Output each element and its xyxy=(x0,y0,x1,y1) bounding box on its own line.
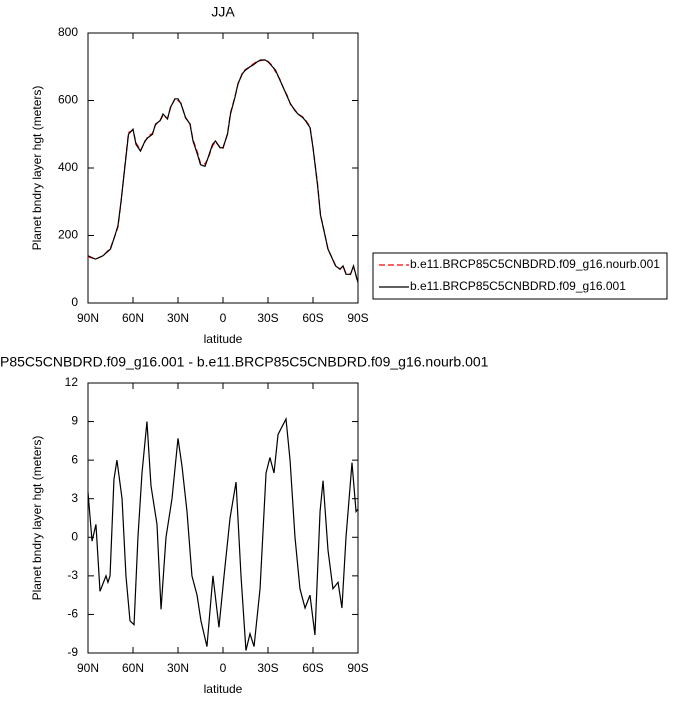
x-tick-label: 60N xyxy=(122,311,144,325)
data-line xyxy=(87,59,359,283)
y-tick-label: 600 xyxy=(58,93,78,107)
x-tick-label: 60S xyxy=(302,311,323,325)
x-tick-label: 30S xyxy=(257,311,278,325)
y-tick-label: 200 xyxy=(58,228,78,242)
chart-title: P85C5CNBDRD.f09_g16.001 - b.e11.BRCP85C5… xyxy=(0,354,489,370)
x-tick-label: 90S xyxy=(347,661,368,675)
data-line xyxy=(87,59,359,284)
plot-frame xyxy=(87,32,359,304)
x-tick-label: 90N xyxy=(77,661,99,675)
legend-label: b.e11.BRCP85C5CNBDRD.f09_g16.001 xyxy=(410,279,626,293)
x-axis-label: latitude xyxy=(204,682,243,696)
y-tick-label: -9 xyxy=(67,645,78,659)
x-tick-label: 90N xyxy=(77,311,99,325)
y-tick-label: 3 xyxy=(71,491,78,505)
legend-label: b.e11.BRCP85C5CNBDRD.f09_g16.nourb.001 xyxy=(410,257,660,271)
y-tick-label: 0 xyxy=(71,295,78,309)
y-tick-label: -6 xyxy=(67,607,78,621)
y-tick-label: 400 xyxy=(58,160,78,174)
y-tick-label: 800 xyxy=(58,25,78,39)
x-tick-label: 30S xyxy=(257,661,278,675)
x-tick-label: 60N xyxy=(122,661,144,675)
y-axis-label: Planet bndry layer hgt (meters) xyxy=(30,436,44,601)
y-tick-label: 6 xyxy=(71,452,78,466)
y-tick-label: 9 xyxy=(71,414,78,428)
x-tick-label: 30N xyxy=(167,661,189,675)
x-tick-label: 30N xyxy=(167,311,189,325)
y-tick-label: 0 xyxy=(71,529,78,543)
y-tick-label: 12 xyxy=(65,375,79,389)
x-tick-label: 60S xyxy=(302,661,323,675)
x-axis-label: latitude xyxy=(204,332,243,346)
y-tick-label: -3 xyxy=(67,568,78,582)
chart-title: JJA xyxy=(211,4,235,20)
plot-frame xyxy=(87,382,359,654)
y-axis-label: Planet bndry layer hgt (meters) xyxy=(30,86,44,251)
x-tick-label: 90S xyxy=(347,311,368,325)
data-line xyxy=(87,416,359,651)
x-tick-label: 0 xyxy=(220,311,227,325)
legend-box xyxy=(372,252,668,300)
x-tick-label: 0 xyxy=(220,661,227,675)
